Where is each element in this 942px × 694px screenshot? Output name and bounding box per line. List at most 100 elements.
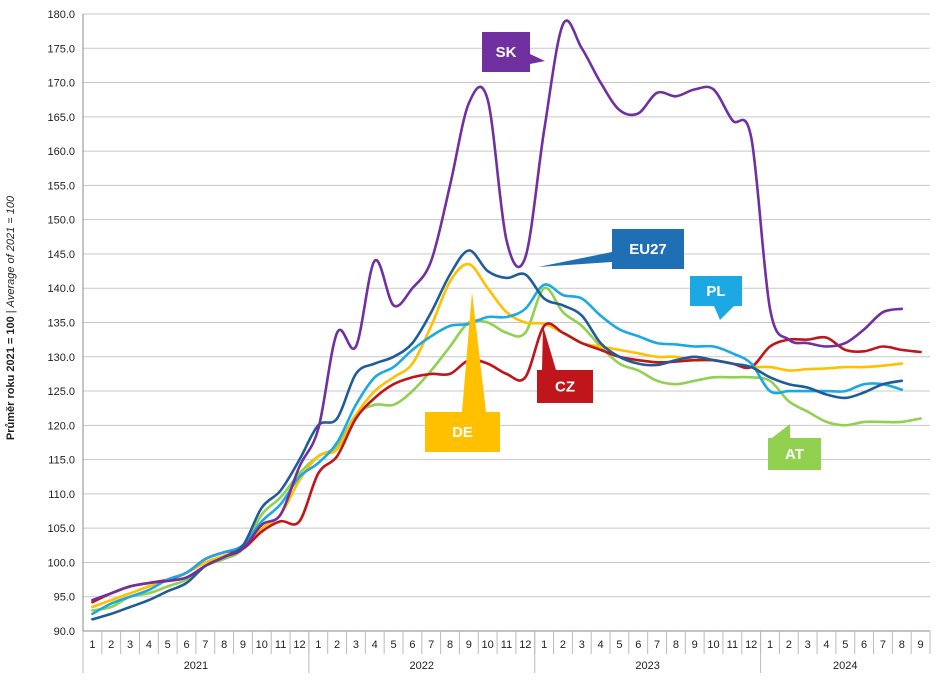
x-month-label: 2 xyxy=(108,639,114,651)
series-lines xyxy=(91,19,922,621)
y-tick-label: 105.0 xyxy=(47,523,75,535)
y-axis-label-separator: | xyxy=(5,307,17,316)
x-month-label: 6 xyxy=(409,639,415,651)
callout-box xyxy=(425,412,500,452)
x-month-label: 7 xyxy=(202,639,208,651)
y-tick-label: 115.0 xyxy=(48,455,75,467)
callout-label: AT xyxy=(785,446,804,463)
y-axis-label-bold: Průměr roku 2021 = 100 xyxy=(5,316,17,440)
callout-label: DE xyxy=(452,424,473,441)
x-month-label: 9 xyxy=(692,639,698,651)
x-month-label: 8 xyxy=(221,639,227,651)
callout-box xyxy=(482,32,530,72)
x-year-label: 2023 xyxy=(635,660,659,672)
callout-box xyxy=(690,276,742,306)
y-tick-label: 100.0 xyxy=(47,557,75,569)
x-month-label: 7 xyxy=(654,639,660,651)
x-month-label: 4 xyxy=(823,639,829,651)
x-month-label: 12 xyxy=(745,639,757,651)
x-month-label: 8 xyxy=(899,639,905,651)
y-tick-label: 90.0 xyxy=(54,626,75,638)
x-month-label: 2 xyxy=(786,639,792,651)
x-month-label: 8 xyxy=(447,639,453,651)
callout-sk: SK xyxy=(482,32,545,72)
x-axis: 1 2 3 4 5 6 7 8 9 10 11 12 1 2 3 4 5 6 7 8 9 10 11 12 1 2 3 4 5 6 7 8 9 1… xyxy=(82,14,931,673)
x-month-label: 8 xyxy=(673,639,679,651)
x-month-label: 4 xyxy=(598,639,604,651)
y-tick-label: 165.0 xyxy=(47,112,75,124)
callout-pointer xyxy=(542,326,556,370)
y-tick-label: 140.0 xyxy=(47,283,75,295)
x-month-label: 11 xyxy=(727,639,738,651)
x-month-label: 5 xyxy=(842,639,848,651)
series-line-sk xyxy=(91,19,904,602)
y-tick-label: 175.0 xyxy=(47,43,75,55)
x-month-label: 3 xyxy=(353,639,359,651)
x-month-label: 3 xyxy=(579,639,585,651)
callout-pointer xyxy=(530,54,545,64)
gridlines xyxy=(83,13,930,632)
x-month-label: 1 xyxy=(767,639,773,651)
x-year-label: 2021 xyxy=(184,660,208,672)
x-month-label: 1 xyxy=(315,639,321,651)
x-month-label: 3 xyxy=(127,639,133,651)
callout-at: AT xyxy=(768,424,821,470)
x-month-label: 1 xyxy=(541,639,547,651)
y-tick-label: 145.0 xyxy=(47,249,75,261)
x-month-label: 3 xyxy=(805,639,811,651)
x-month-label: 12 xyxy=(293,639,305,651)
callout-pointer xyxy=(772,424,790,438)
x-month-label: 9 xyxy=(240,639,246,651)
y-tick-label: 95.0 xyxy=(54,592,75,604)
y-tick-label: 110.0 xyxy=(48,489,75,501)
x-year-label: 2022 xyxy=(410,660,434,672)
x-month-label: 5 xyxy=(391,639,397,651)
series-line-at xyxy=(91,286,922,612)
x-month-label: 4 xyxy=(146,639,152,651)
x-month-label: 12 xyxy=(519,639,531,651)
x-month-label: 11 xyxy=(501,639,512,651)
callout-label: EU27 xyxy=(629,241,667,258)
x-month-label: 5 xyxy=(165,639,171,651)
callout-pl: PL xyxy=(690,276,742,320)
x-month-label: 6 xyxy=(861,639,867,651)
callout-label: PL xyxy=(706,283,725,300)
y-axis-label-italic: Average of 2021 = 100 xyxy=(5,195,17,308)
x-month-label: 7 xyxy=(428,639,434,651)
callout-label: CZ xyxy=(555,379,575,396)
callout-de: DE xyxy=(425,292,500,452)
x-year-label: 2024 xyxy=(833,660,857,672)
y-tick-label: 125.0 xyxy=(47,386,75,398)
callout-label: SK xyxy=(496,44,517,61)
callout-pointer xyxy=(538,252,612,267)
x-month-label: 10 xyxy=(482,639,494,651)
x-month-label: 2 xyxy=(560,639,566,651)
x-month-label: 10 xyxy=(707,639,719,651)
callout-box xyxy=(612,229,684,269)
callout-cz: CZ xyxy=(537,326,593,403)
x-month-label: 5 xyxy=(616,639,622,651)
x-month-label: 10 xyxy=(256,639,268,651)
y-tick-label: 155.0 xyxy=(47,180,75,192)
y-tick-label: 160.0 xyxy=(47,146,75,158)
y-tick-label: 120.0 xyxy=(47,420,75,432)
x-month-label: 6 xyxy=(635,639,641,651)
x-month-label: 9 xyxy=(466,639,472,651)
y-tick-label: 170.0 xyxy=(47,78,75,90)
y-axis-ticks: 90.0 95.0 100.0 105.0 110.0 115.0 120.0 125.0 13… xyxy=(47,9,75,638)
series-callouts: SK EU27 PL CZ DE AT xyxy=(425,32,821,470)
y-tick-label: 135.0 xyxy=(47,318,75,330)
y-tick-label: 150.0 xyxy=(47,215,75,227)
x-month-label: 2 xyxy=(334,639,340,651)
x-month-label: 4 xyxy=(372,639,378,651)
x-month-label: 9 xyxy=(918,639,924,651)
x-month-label: 7 xyxy=(880,639,886,651)
y-tick-label: 180.0 xyxy=(47,9,75,21)
callout-box xyxy=(537,370,593,403)
callout-pointer xyxy=(462,292,486,412)
y-axis-label: Průměr roku 2021 = 100 | Average of 2021… xyxy=(5,195,17,440)
callout-pointer xyxy=(714,306,734,320)
callout-box xyxy=(768,438,821,470)
x-month-label: 11 xyxy=(275,639,286,651)
